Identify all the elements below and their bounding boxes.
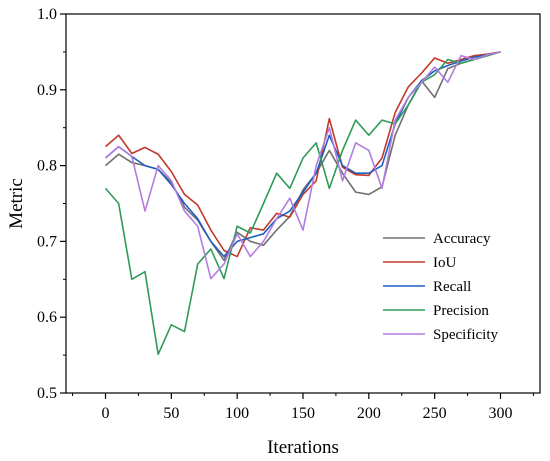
y-axis-title: Metric xyxy=(6,178,27,229)
x-axis-title: Iterations xyxy=(267,437,339,458)
series-line-precision xyxy=(104,51,501,356)
x-tick-label: 50 xyxy=(163,405,179,422)
series-line-specificity xyxy=(104,51,501,280)
series-line-recall xyxy=(104,51,501,258)
legend: Accuracy IoU Recall Precision Specificity xyxy=(383,231,498,343)
x-tick-label: 100 xyxy=(225,405,249,422)
legend-label-precision: Precision xyxy=(433,303,489,319)
y-tick-label: 1.0 xyxy=(37,6,57,23)
legend-label-accuracy: Accuracy xyxy=(433,231,491,247)
x-tick-label: 300 xyxy=(489,405,513,422)
x-tick-label: 150 xyxy=(291,405,315,422)
y-tick-label: 0.8 xyxy=(37,158,57,175)
x-tick-label: 200 xyxy=(357,405,381,422)
series-line-iou xyxy=(104,51,501,258)
y-tick-label: 0.7 xyxy=(37,233,57,250)
y-tick-label: 0.9 xyxy=(37,82,57,99)
x-tick-label: 250 xyxy=(423,405,447,422)
series-layer xyxy=(104,51,501,356)
legend-label-specificity: Specificity xyxy=(433,327,498,343)
legend-label-iou: IoU xyxy=(433,255,456,271)
y-tick-label: 0.5 xyxy=(37,385,57,402)
y-tick-label: 0.6 xyxy=(37,309,57,326)
axes-layer: 0 50 100 150 200 250 300 0.5 0.6 0.7 0.8 0.9 1.0 xyxy=(37,6,534,422)
legend-label-recall: Recall xyxy=(433,279,471,295)
x-tick-label: 0 xyxy=(102,405,110,422)
